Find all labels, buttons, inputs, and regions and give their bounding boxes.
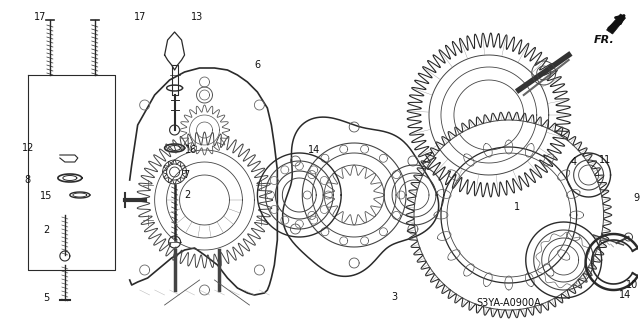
Text: 17: 17 xyxy=(34,12,46,22)
Polygon shape xyxy=(607,14,625,34)
Text: 12: 12 xyxy=(22,143,34,153)
Text: 16: 16 xyxy=(186,145,198,155)
Text: 7: 7 xyxy=(184,170,189,180)
Text: 4: 4 xyxy=(571,157,577,167)
Text: 5: 5 xyxy=(43,293,49,303)
Text: 15: 15 xyxy=(40,191,52,201)
Text: 14: 14 xyxy=(308,145,321,155)
Text: 6: 6 xyxy=(254,60,260,70)
Text: 3: 3 xyxy=(391,292,397,302)
Text: 9: 9 xyxy=(634,193,639,203)
Text: FR.: FR. xyxy=(593,35,614,45)
Text: 8: 8 xyxy=(25,175,31,185)
Text: 11: 11 xyxy=(600,155,612,165)
Text: 1: 1 xyxy=(514,202,520,212)
Text: 17: 17 xyxy=(134,12,146,22)
Text: S3YA-A0900A: S3YA-A0900A xyxy=(476,298,541,308)
Text: 2: 2 xyxy=(184,190,191,200)
Text: 2: 2 xyxy=(43,225,49,235)
Text: 13: 13 xyxy=(191,12,204,22)
Text: 10: 10 xyxy=(627,280,639,290)
Text: 14: 14 xyxy=(620,290,632,300)
